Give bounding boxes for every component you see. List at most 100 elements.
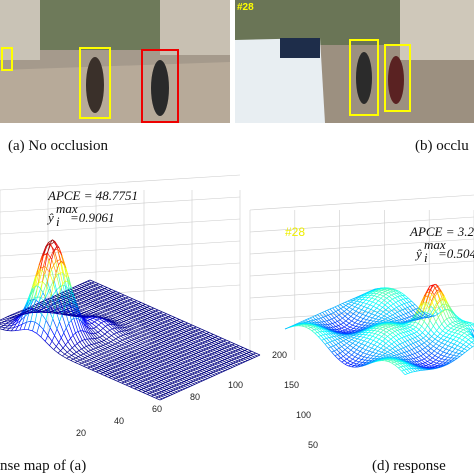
mesh-line: [39, 306, 44, 309]
mesh-line: [67, 349, 70, 353]
mesh-line: [151, 308, 156, 312]
mesh-line: [142, 341, 146, 344]
mesh-line: [322, 324, 327, 328]
mesh-line: [189, 325, 194, 329]
mesh-line: [368, 343, 372, 347]
mesh-line: [138, 352, 144, 355]
mesh-line: [157, 362, 162, 366]
mesh-line: [236, 346, 241, 349]
mesh-line: [193, 380, 198, 384]
mesh-line: [207, 367, 212, 370]
mesh-line: [257, 354, 261, 357]
mesh-line: [396, 340, 401, 345]
mesh-line: [164, 385, 168, 387]
mesh-line: [445, 348, 450, 351]
mesh-line: [365, 326, 370, 328]
mesh-line: [151, 368, 155, 370]
mesh-line: [107, 347, 112, 350]
mesh-line: [51, 289, 57, 297]
mesh-line: [65, 280, 68, 282]
mesh-line: [157, 347, 163, 351]
mesh-line: [349, 345, 354, 348]
mesh-line: [145, 389, 149, 392]
mesh-line: [150, 388, 155, 392]
mesh-line: [373, 341, 377, 346]
mesh-line: [182, 362, 188, 366]
mesh-line: [137, 360, 142, 364]
mesh-line: [85, 314, 91, 317]
mesh-line: [79, 284, 85, 287]
mesh-line: [135, 341, 139, 343]
mesh-line: [104, 314, 109, 318]
mesh-line: [124, 365, 128, 367]
mesh-line: [100, 308, 106, 312]
mesh-line: [365, 346, 369, 351]
mesh-line: [86, 360, 92, 364]
mesh-line: [159, 339, 164, 342]
mesh-line: [142, 369, 147, 373]
mesh-line: [43, 242, 49, 254]
mesh-line: [56, 285, 61, 291]
mesh-line: [411, 334, 416, 338]
mesh-line: [41, 305, 47, 308]
mesh-line: [58, 247, 63, 255]
mesh-line: [177, 327, 183, 330]
mesh-line: [126, 380, 132, 384]
mesh-line: [366, 353, 371, 356]
mesh-line: [428, 364, 432, 367]
mesh-line: [162, 383, 168, 386]
mesh-line: [120, 364, 125, 367]
mesh-line: [172, 377, 176, 380]
mesh-line: [380, 347, 385, 351]
mesh-line: [127, 337, 132, 341]
mesh-line: [51, 259, 57, 273]
mesh-line: [63, 265, 68, 278]
mesh-line: [343, 356, 347, 360]
mesh-line: [370, 320, 374, 324]
mesh-line: [99, 312, 105, 316]
mesh-line: [323, 334, 327, 339]
mesh-line: [97, 336, 100, 339]
mesh-line: [45, 297, 49, 303]
mesh-line: [128, 382, 132, 385]
mesh-line: [367, 341, 371, 344]
mesh-line: [14, 318, 18, 323]
mesh-line: [177, 379, 180, 382]
mesh-line: [51, 261, 57, 270]
mesh-line: [390, 325, 394, 327]
mesh-line: [199, 369, 203, 372]
mesh-line: [383, 329, 387, 333]
mesh-line: [318, 317, 321, 320]
mesh-line: [371, 347, 376, 350]
mesh-line: [116, 332, 121, 337]
mesh-line: [373, 303, 377, 307]
mesh-line: [203, 371, 207, 373]
mesh-line: [163, 367, 168, 371]
mesh-line: [332, 307, 337, 312]
mesh-line: [197, 370, 200, 373]
mesh-line: [188, 341, 194, 344]
mesh-line: [170, 389, 174, 392]
mesh-line: [69, 314, 75, 316]
mesh-line: [381, 315, 385, 319]
mesh-line: [9, 315, 15, 317]
mesh-line: [31, 300, 37, 309]
mesh-line: [84, 297, 89, 300]
mesh-line: [406, 351, 411, 356]
mesh-line: [107, 298, 112, 301]
mesh-line: [157, 313, 162, 317]
mesh-line: [360, 352, 364, 356]
mesh-line: [72, 287, 77, 291]
mesh-line: [200, 376, 204, 379]
mesh-line: [130, 343, 134, 346]
mesh-line: [107, 374, 112, 377]
mesh-line: [160, 394, 164, 397]
mesh-line: [193, 376, 199, 380]
mesh-line: [181, 354, 185, 357]
mesh-line: [409, 300, 412, 303]
mesh-line: [36, 333, 42, 338]
mesh-line: [166, 350, 170, 352]
mesh-line: [121, 343, 125, 346]
mesh-line: [143, 360, 147, 363]
mesh-line: [319, 312, 323, 314]
